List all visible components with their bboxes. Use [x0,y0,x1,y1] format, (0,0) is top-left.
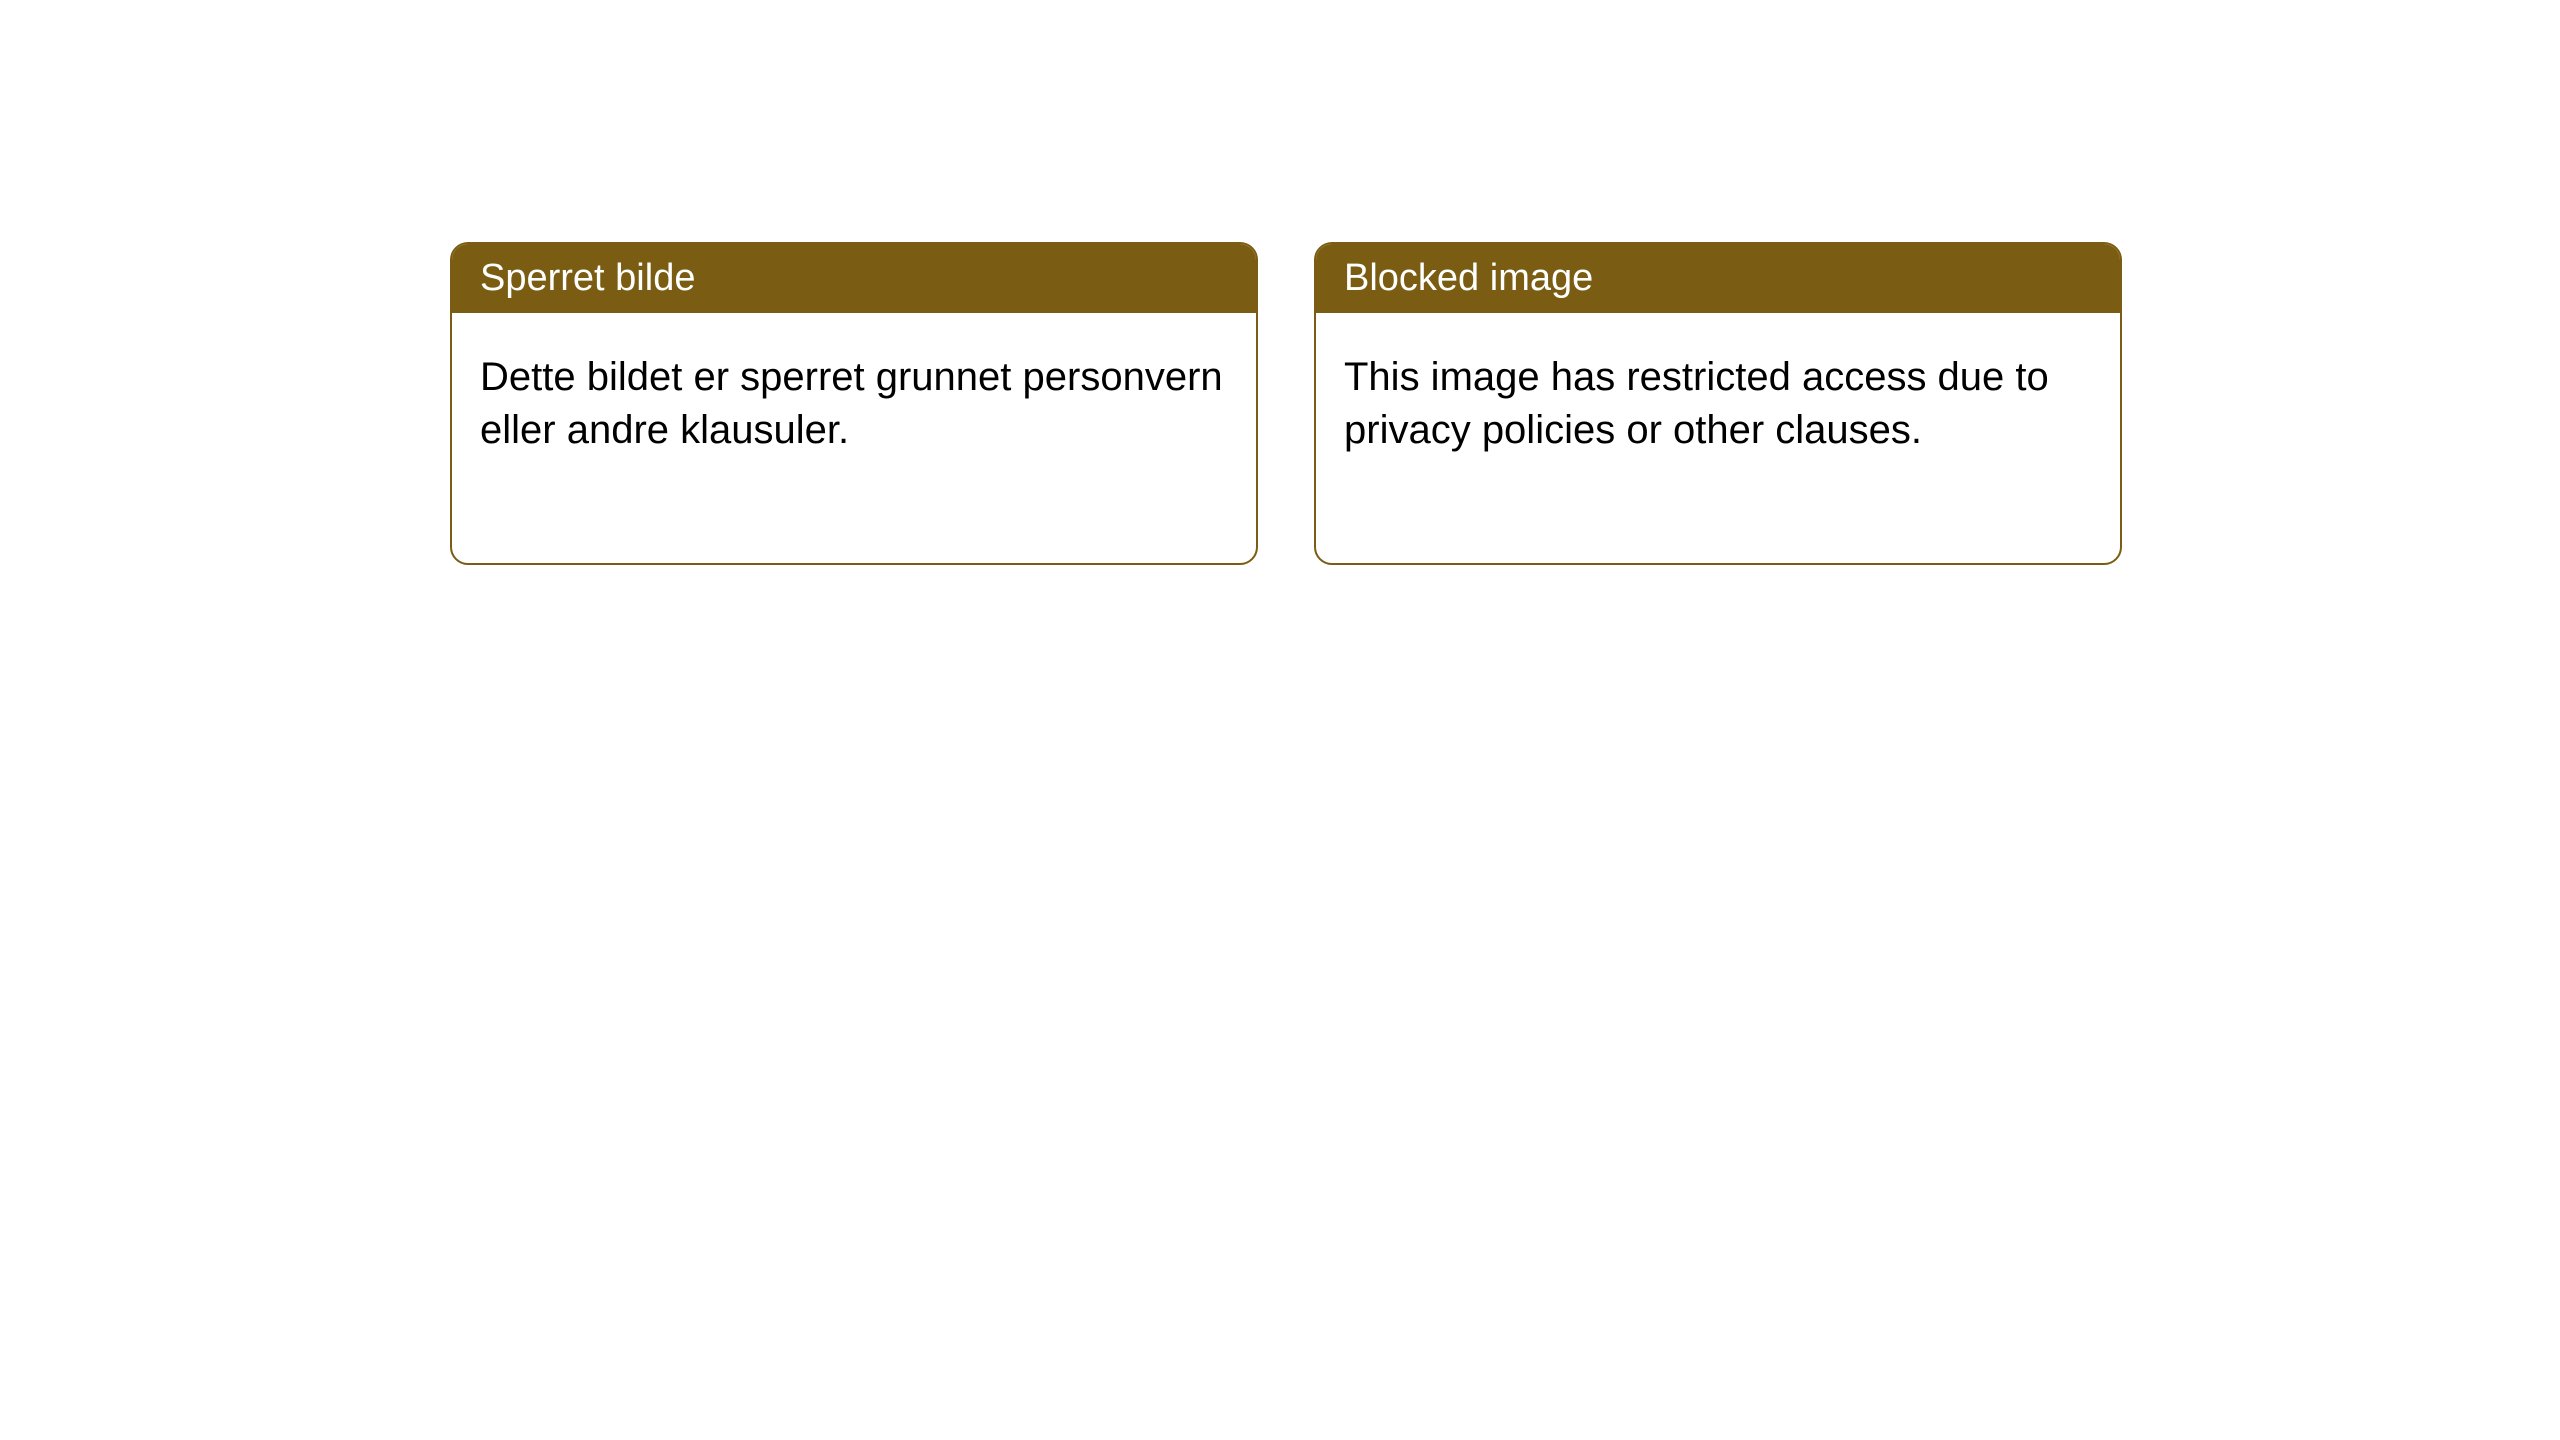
notice-box-en: Blocked image This image has restricted … [1314,242,2122,565]
notice-header-en: Blocked image [1316,244,2120,313]
notice-body-no: Dette bildet er sperret grunnet personve… [452,313,1256,563]
notice-body-en: This image has restricted access due to … [1316,313,2120,563]
notice-box-no: Sperret bilde Dette bildet er sperret gr… [450,242,1258,565]
notice-container: Sperret bilde Dette bildet er sperret gr… [0,0,2560,565]
notice-header-no: Sperret bilde [452,244,1256,313]
